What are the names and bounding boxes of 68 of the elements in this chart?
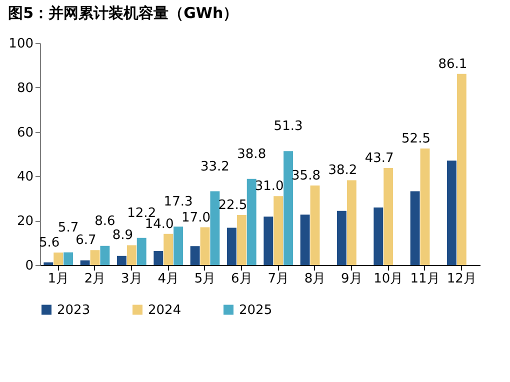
x-tick-label: 5月 [194, 272, 216, 286]
data-label: 86.1 [438, 56, 468, 72]
data-label: 52.5 [402, 131, 430, 146]
x-tick-label: 7月 [268, 272, 289, 286]
bar [126, 245, 136, 265]
data-label: 14.0 [144, 216, 174, 232]
data-label: 17.0 [182, 210, 210, 226]
y-tick-label: 80 [16, 80, 34, 96]
bar [154, 251, 164, 265]
bar [346, 180, 356, 265]
y-tick-label: 0 [25, 258, 34, 274]
bar [264, 216, 274, 265]
x-tick-label: 9月 [341, 272, 362, 286]
legend-label: 2025 [239, 302, 272, 318]
bar [310, 186, 320, 265]
legend-label: 2024 [148, 302, 182, 318]
bar [246, 178, 256, 265]
bar [117, 256, 126, 265]
data-label: 17.3 [164, 194, 193, 210]
bar [90, 250, 100, 265]
bar [164, 234, 174, 265]
x-tick-label: 10月 [374, 272, 404, 286]
legend-label: 2023 [57, 302, 90, 318]
bar [200, 227, 210, 265]
y-tick-label: 20 [16, 214, 34, 230]
data-label: 6.7 [76, 233, 96, 248]
data-label: 33.2 [200, 159, 230, 174]
x-tick-label: 6月 [231, 272, 252, 286]
data-label: 38.2 [328, 163, 358, 178]
y-tick-label: 40 [16, 170, 34, 185]
bar [236, 215, 246, 265]
y-tick-label: 100 [8, 36, 34, 52]
data-label: 8.9 [112, 228, 134, 244]
bar [456, 74, 466, 265]
bar [447, 160, 456, 265]
bar [210, 191, 220, 265]
bar [54, 252, 64, 265]
data-label: 5.7 [58, 220, 79, 236]
y-tick-label: 60 [16, 125, 34, 140]
bar [300, 214, 310, 265]
data-label: 5.6 [38, 236, 60, 251]
bar [100, 246, 110, 265]
bar [410, 191, 420, 265]
x-tick-label: 2月 [84, 272, 106, 286]
bar [64, 252, 73, 265]
bar [420, 148, 430, 265]
data-label: 51.3 [274, 119, 303, 134]
bar [384, 168, 394, 265]
bar [227, 228, 236, 265]
bar [374, 208, 384, 265]
x-tick-label: 4月 [158, 272, 179, 286]
bar [174, 226, 183, 265]
data-label: 8.6 [94, 214, 116, 229]
x-tick-label: 12月 [446, 272, 476, 286]
bar [337, 210, 346, 265]
data-label: 38.8 [237, 146, 266, 162]
bar [44, 262, 54, 265]
x-tick-label: 3月 [121, 272, 142, 286]
x-tick-label: 8月 [304, 272, 326, 286]
x-tick-label: 11月 [410, 272, 440, 286]
bar [80, 260, 90, 265]
bar [274, 196, 284, 265]
bar [136, 238, 146, 265]
bar [190, 246, 200, 265]
data-label: 43.7 [364, 150, 394, 166]
bar [284, 151, 293, 265]
x-tick-label: 1月 [48, 272, 69, 286]
chart-title: 图5：并网累计装机容量（GWh） [8, 4, 238, 22]
